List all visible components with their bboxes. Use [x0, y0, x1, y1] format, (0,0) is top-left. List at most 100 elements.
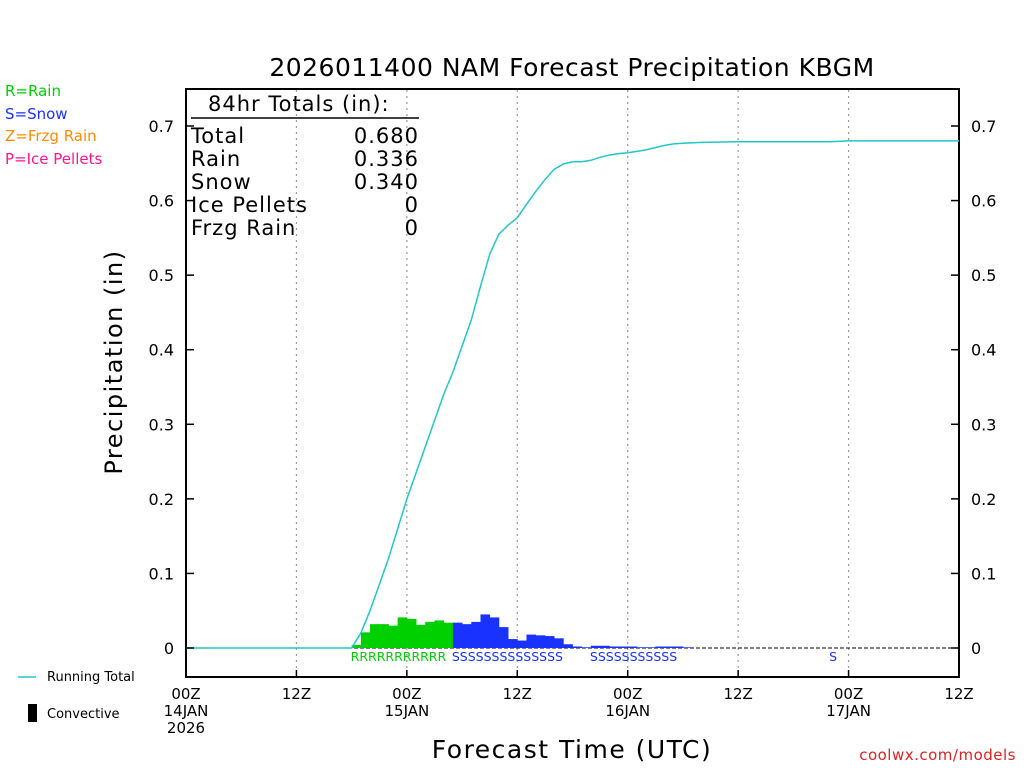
bar-snow-48h: [627, 646, 638, 648]
totals-row-value: 0.680: [354, 124, 419, 148]
x-tick-label: 2026: [167, 719, 205, 737]
ptype-strings: RRRRRRRRRRR SSSSSSSSSSSSSS SSSSSSSSSSS S: [351, 649, 838, 664]
y-tick-label-right: 0.4: [971, 341, 996, 360]
running-total-line: [186, 140, 959, 649]
y-tick-label-left: 0.2: [149, 490, 174, 509]
y-tick-label-right: 0.6: [971, 192, 996, 211]
bar-rain-19h: [360, 632, 371, 648]
bar-snow-38h: [535, 635, 546, 648]
y-tick-label-right: 0.2: [971, 490, 996, 509]
plot-frame: [185, 88, 960, 678]
x-tick-label: 12Z: [282, 685, 311, 703]
totals-row-value: 0: [405, 216, 419, 240]
bar-snow-34h: [498, 627, 509, 648]
x-tick-label: 15JAN: [384, 702, 429, 720]
y-tick-label-left: 0.5: [149, 266, 174, 285]
x-tick-label: 17JAN: [826, 702, 871, 720]
x-tick-label: 12Z: [723, 685, 752, 703]
legend-rain: R=Rain: [5, 82, 61, 100]
y-axis-label: Precipitation (in): [100, 249, 128, 474]
y-tick-label-right: 0.7: [971, 117, 996, 136]
running-total-curve: [186, 140, 959, 649]
y-tick-label-right: 0.1: [971, 564, 996, 583]
totals-row-label: Frzg Rain: [191, 216, 296, 240]
bar-rain-27h: [434, 620, 445, 648]
y-tick-label-right: 0.5: [971, 266, 996, 285]
y-tick-label-right: 0: [971, 639, 981, 658]
y-tick-label-right: 0.3: [971, 415, 996, 434]
credit-text: coolwx.com/models: [859, 746, 1016, 764]
bars: [351, 614, 693, 648]
convective-legend-swatch: [28, 704, 37, 722]
bar-snow-32h: [480, 614, 491, 648]
bar-rain-23h: [397, 617, 408, 648]
x-tick-label: 12Z: [503, 685, 532, 703]
x-tick-label: 00Z: [171, 685, 200, 703]
totals-row-label: Total: [190, 124, 245, 148]
totals-row-label: Rain: [191, 147, 241, 171]
x-tick-label: 12Z: [944, 685, 973, 703]
totals-row-label: Snow: [191, 170, 252, 194]
x-tick-label: 00Z: [392, 685, 421, 703]
running-total-legend-label: Running Total: [47, 670, 135, 685]
bar-rain-18h: [351, 645, 362, 648]
bar-rain-20h: [370, 624, 380, 648]
bar-rain-25h: [416, 624, 426, 648]
y-tick-label-left: 0.1: [149, 564, 174, 583]
totals-heading: 84hr Totals (in):: [208, 92, 390, 116]
totals-row-value: 0: [405, 193, 419, 217]
totals-row-value: 0.336: [354, 147, 419, 171]
legend-ice-pellets: P=Ice Pellets: [5, 150, 103, 168]
bar-snow-52h: [664, 646, 675, 648]
y-tick-label-left: 0: [164, 639, 174, 658]
ptype-string: RRRRRRRRRRR: [351, 649, 447, 664]
legend-snow: S=Snow: [5, 105, 68, 123]
y-tick-label-left: 0.7: [149, 117, 174, 136]
bar-snow-50h: [646, 647, 656, 648]
bar-snow-31h: [471, 621, 481, 648]
bar-snow-37h: [526, 634, 537, 648]
totals-row-label: Ice Pellets: [191, 193, 308, 217]
bar-snow-43h: [581, 647, 592, 648]
bar-snow-41h: [563, 644, 573, 648]
chart-title: 2026011400 NAM Forecast Precipitation KB…: [269, 53, 874, 82]
bar-snow-51h: [655, 646, 665, 648]
totals-box: 84hr Totals (in): Total 0.680 Rain 0.336 Snow…: [190, 92, 419, 240]
bar-snow-54h: [682, 647, 693, 648]
y-axis-ticks: 0 00.1 0.10.2 0.20.3 0.30.4 0.40.5 0.50.6 0.60.…: [149, 117, 997, 658]
bar-snow-39h: [544, 636, 555, 648]
x-tick-label: 16JAN: [605, 702, 650, 720]
bar-rain-28h: [443, 622, 454, 648]
bar-snow-46h: [609, 646, 619, 648]
y-tick-label-left: 0.3: [149, 415, 174, 434]
bar-snow-29h: [452, 622, 463, 648]
x-axis-label: Forecast Time (UTC): [432, 735, 712, 764]
gridlines: [295, 90, 850, 676]
bar-snow-33h: [489, 617, 500, 648]
bar-snow-40h: [554, 638, 564, 648]
convective-legend-label: Convective: [47, 707, 120, 722]
bar-rain-22h: [388, 625, 399, 648]
ptype-string: SSSSSSSSSSSSSS: [452, 649, 563, 664]
y-tick-label-left: 0.6: [149, 192, 174, 211]
bar-snow-30h: [462, 624, 472, 648]
bar-rain-21h: [379, 624, 389, 648]
y-tick-label-left: 0.4: [149, 341, 174, 360]
bar-snow-47h: [618, 646, 629, 648]
x-tick-label: 14JAN: [164, 702, 209, 720]
bar-snow-36h: [517, 640, 527, 648]
x-tick-label: 00Z: [834, 685, 863, 703]
bar-snow-49h: [636, 647, 647, 648]
totals-row-value: 0.340: [354, 170, 419, 194]
bar-snow-45h: [600, 645, 610, 648]
bar-snow-53h: [673, 646, 684, 648]
bar-rain-26h: [425, 621, 435, 648]
legend-freezing-rain: Z=Frzg Rain: [5, 127, 97, 145]
bar-snow-44h: [590, 645, 601, 648]
ptype-string: SSSSSSSSSSS: [590, 649, 677, 664]
x-tick-label: 00Z: [613, 685, 642, 703]
bar-snow-42h: [572, 646, 583, 648]
bar-snow-35h: [508, 639, 518, 648]
